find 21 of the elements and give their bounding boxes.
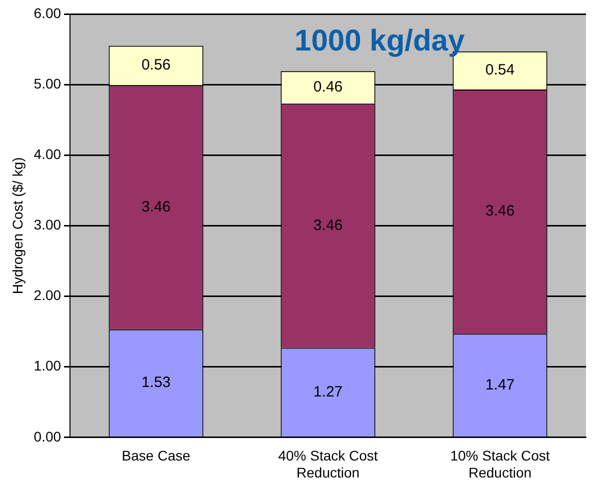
data-label: 0.54 [485, 62, 515, 79]
x-tick-label: Base Case [122, 448, 190, 464]
data-label: 1.27 [313, 383, 343, 400]
y-tick-label: 1.00 [34, 358, 62, 374]
data-label: 3.46 [313, 216, 343, 234]
x-tick-label: 40% Stack Cost Reduction [278, 448, 378, 480]
chart-title: 1000 kg/day [294, 24, 465, 58]
y-tick-label: 4.00 [34, 146, 62, 162]
data-label: 0.46 [313, 78, 343, 96]
data-label: 3.46 [485, 202, 515, 220]
y-tick-label: 3.00 [34, 216, 62, 233]
y-tick-label: 6.00 [34, 4, 62, 21]
data-label: 3.46 [141, 198, 171, 216]
data-label: 1.47 [485, 376, 515, 394]
data-label: 1.53 [141, 374, 171, 392]
x-tick-label: 10% Stack Cost Reduction [450, 448, 550, 480]
y-axis-title: Hydrogen Cost ($/ kg) [9, 157, 26, 294]
y-tick-label: 0.00 [34, 428, 62, 444]
data-label: 0.56 [141, 56, 171, 74]
y-tick-label: 5.00 [34, 75, 62, 92]
y-tick-label: 2.00 [34, 287, 62, 304]
